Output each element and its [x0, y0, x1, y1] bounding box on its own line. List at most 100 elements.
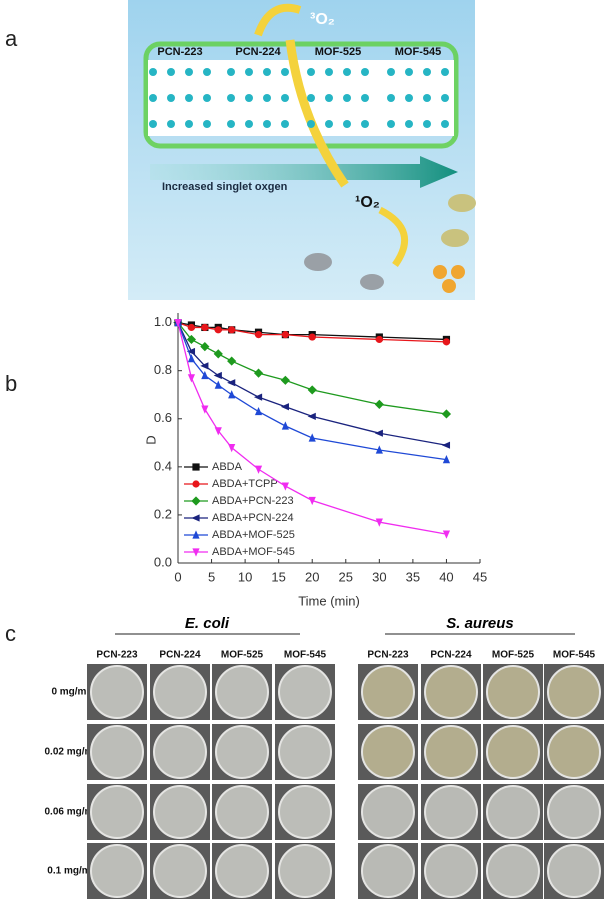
data-point — [281, 331, 289, 339]
bacterium — [442, 279, 456, 293]
data-point — [214, 326, 222, 334]
lattice-node — [307, 94, 315, 102]
data-point — [187, 323, 196, 332]
lattice-node — [441, 94, 449, 102]
column-label: PCN-223 — [367, 650, 409, 661]
petri-dish — [424, 785, 478, 839]
row-label: 0 mg/mL — [51, 687, 92, 698]
lattice-node — [281, 120, 289, 128]
oxygen-arrow — [254, 3, 302, 37]
series-line — [177, 322, 447, 461]
data-point — [200, 362, 209, 370]
bacterium — [433, 265, 447, 279]
data-point — [442, 455, 451, 464]
lattice-node — [227, 68, 235, 76]
legend-marker — [192, 548, 200, 557]
row-label: 0.06 mg/mL — [44, 807, 99, 818]
oxygen-arrow — [378, 206, 408, 268]
data-point — [375, 335, 383, 344]
legend-label: ABDA+PCN-224 — [212, 512, 294, 524]
x-tick-label: 20 — [305, 569, 319, 584]
data-point — [187, 354, 196, 363]
lattice-node — [185, 68, 193, 76]
legend-marker — [191, 496, 201, 506]
group-label: S. aureus — [446, 615, 514, 632]
data-point — [441, 409, 452, 419]
lattice-node — [203, 94, 211, 102]
data-point — [281, 482, 289, 491]
petri-dish — [153, 725, 207, 779]
data-point — [281, 421, 289, 430]
data-point — [254, 406, 263, 416]
legend-label: ABDA+TCPP — [212, 478, 278, 490]
mof-label: MOF-525 — [315, 46, 361, 58]
petri-dish — [361, 725, 415, 779]
singlet-oxygen: ¹O₂ — [355, 194, 380, 211]
lattice-node — [387, 68, 395, 76]
petri-dish — [486, 844, 540, 898]
y-tick-label: 0.0 — [154, 554, 172, 569]
data-point — [374, 429, 383, 437]
petri-dish — [547, 844, 601, 898]
column-label: MOF-525 — [492, 650, 535, 661]
lattice-node — [203, 68, 211, 76]
mof-label: PCN-223 — [157, 46, 202, 58]
series-line — [177, 322, 447, 343]
petri-dish — [486, 785, 540, 839]
data-point — [253, 393, 263, 401]
legend-label: ABDA+PCN-223 — [212, 495, 294, 507]
lattice-node — [405, 68, 413, 76]
lattice-node — [343, 68, 351, 76]
data-point — [307, 412, 316, 420]
x-tick-label: 45 — [473, 569, 487, 584]
series-line — [177, 321, 447, 341]
data-point — [201, 370, 209, 380]
lattice-node — [405, 120, 413, 128]
oxygen-arrow — [285, 39, 349, 188]
lattice-node — [307, 68, 315, 76]
petri-dish — [361, 785, 415, 839]
group-label: E. coli — [185, 615, 230, 632]
lattice-node — [167, 120, 175, 128]
data-point — [201, 323, 209, 332]
lattice-node — [361, 68, 369, 76]
lattice-node — [441, 120, 449, 128]
petri-dish — [153, 844, 207, 898]
lattice-node — [343, 120, 351, 128]
lattice-node — [149, 68, 157, 76]
petri-dish — [215, 785, 269, 839]
data-point — [228, 326, 236, 334]
legend-label: ABDA — [212, 461, 243, 473]
panel-label: c — [5, 621, 16, 646]
data-point — [174, 319, 182, 328]
petri-dish — [90, 665, 144, 719]
petri-dish — [90, 725, 144, 779]
petri-dish — [153, 665, 207, 719]
triplet-oxygen: ³O₂ — [310, 11, 335, 28]
data-point — [374, 399, 384, 409]
data-point — [254, 331, 263, 339]
legend-marker — [191, 514, 200, 522]
petri-dish — [424, 844, 478, 898]
data-point — [308, 333, 316, 341]
lattice-node — [441, 68, 449, 76]
petri-dish — [278, 844, 332, 898]
data-point — [254, 465, 263, 474]
lattice-node — [263, 120, 271, 128]
x-tick-label: 40 — [439, 569, 453, 584]
increase-arrow — [150, 156, 458, 188]
data-point — [214, 427, 222, 436]
data-point — [213, 371, 222, 380]
lattice-node — [263, 94, 271, 102]
petri-dish — [90, 785, 144, 839]
bacterium — [451, 265, 465, 279]
legend-marker — [192, 463, 200, 471]
dead-bacterium — [304, 253, 332, 271]
column-label: PCN-224 — [159, 650, 201, 661]
series-line — [177, 322, 447, 446]
lattice-node — [227, 94, 235, 102]
data-point — [228, 390, 236, 399]
lattice-node — [185, 120, 193, 128]
